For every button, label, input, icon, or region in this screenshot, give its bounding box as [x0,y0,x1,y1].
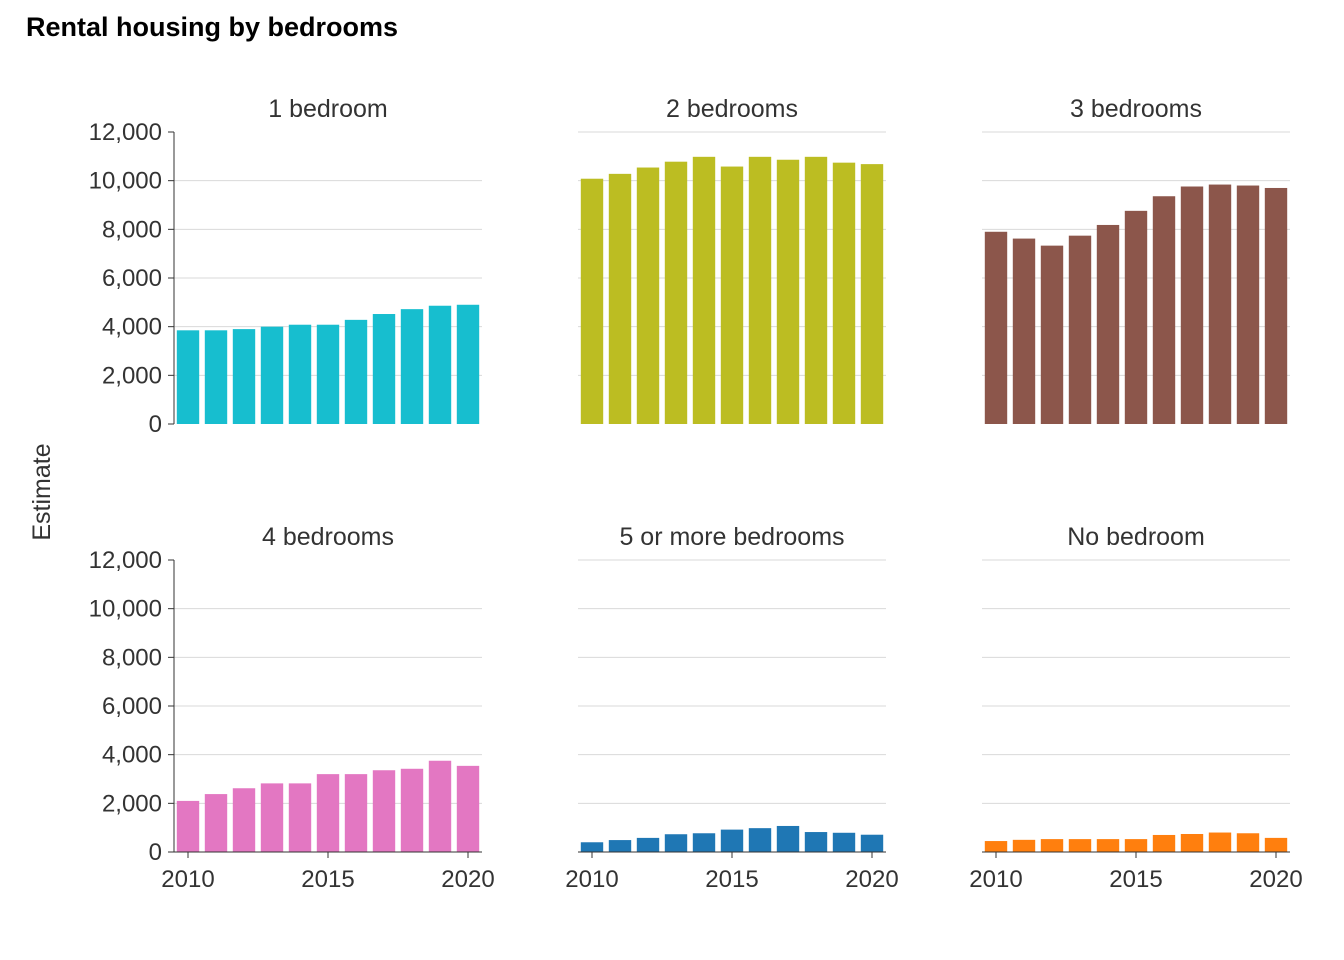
bar-2-bedrooms-2017 [776,159,800,425]
y-tick-label: 6,000 [102,693,162,720]
bar-3-bedrooms-2018 [1208,184,1232,424]
x-tick-label: 2015 [1109,866,1162,893]
x-tick-label: 2020 [441,866,494,893]
bar-4-bedrooms-2011 [204,794,228,852]
bar-5-or-more-bedrooms-2015 [720,829,744,852]
facet-label-1-bedroom: 1 bedroom [268,95,388,123]
bar-2-bedrooms-2010 [580,178,604,424]
bar-4-bedrooms-2017 [372,770,396,852]
y-tick-label: 10,000 [89,596,162,623]
bar-no-bedroom-2010 [984,841,1008,852]
x-tick-label: 2020 [845,866,898,893]
bar-no-bedroom-2015 [1124,839,1148,852]
y-tick-label: 0 [149,411,162,438]
y-tick-label: 12,000 [89,547,162,574]
y-tick-label: 10,000 [89,168,162,195]
facet-label-no-bedroom: No bedroom [1067,523,1205,551]
bar-1-bedroom-2020 [456,304,480,424]
x-tick-label: 2010 [565,866,618,893]
bar-4-bedrooms-2018 [400,768,424,852]
bar-5-or-more-bedrooms-2020 [860,834,884,852]
bar-1-bedroom-2011 [204,330,228,424]
x-tick-label: 2010 [161,866,214,893]
bar-5-or-more-bedrooms-2011 [608,840,632,852]
facet-label-4-bedrooms: 4 bedrooms [262,523,394,551]
bar-5-or-more-bedrooms-2014 [692,833,716,852]
bar-3-bedrooms-2015 [1124,210,1148,424]
bar-2-bedrooms-2018 [804,156,828,424]
y-tick-label: 6,000 [102,265,162,292]
x-tick-label: 2015 [705,866,758,893]
bar-3-bedrooms-2014 [1096,224,1120,424]
bar-2-bedrooms-2019 [832,162,856,424]
bar-4-bedrooms-2013 [260,783,284,852]
bar-3-bedrooms-2012 [1040,245,1064,424]
bar-4-bedrooms-2012 [232,788,256,852]
bar-1-bedroom-2015 [316,324,340,424]
bar-3-bedrooms-2016 [1152,196,1176,424]
bar-no-bedroom-2019 [1236,833,1260,852]
x-tick-label: 2010 [969,866,1022,893]
bar-no-bedroom-2016 [1152,834,1176,852]
bar-4-bedrooms-2020 [456,765,480,852]
bar-1-bedroom-2019 [428,305,452,424]
bar-1-bedroom-2016 [344,319,368,424]
bar-5-or-more-bedrooms-2012 [636,837,660,852]
x-tick-label: 2020 [1249,866,1302,893]
bar-3-bedrooms-2019 [1236,185,1260,424]
bar-5-or-more-bedrooms-2017 [776,825,800,852]
bar-4-bedrooms-2019 [428,760,452,852]
x-tick-label: 2015 [301,866,354,893]
bar-5-or-more-bedrooms-2019 [832,832,856,852]
bar-3-bedrooms-2010 [984,231,1008,424]
bar-2-bedrooms-2011 [608,173,632,424]
y-tick-label: 2,000 [102,790,162,817]
bar-1-bedroom-2017 [372,314,396,424]
bar-5-or-more-bedrooms-2013 [664,834,688,852]
bar-no-bedroom-2014 [1096,839,1120,852]
y-tick-label: 0 [149,839,162,866]
bar-no-bedroom-2020 [1264,837,1288,852]
bar-3-bedrooms-2013 [1068,235,1092,424]
y-tick-label: 12,000 [89,119,162,146]
facet-label-2-bedrooms: 2 bedrooms [666,95,798,123]
bar-1-bedroom-2013 [260,326,284,424]
bar-4-bedrooms-2016 [344,774,368,852]
bar-no-bedroom-2017 [1180,833,1204,852]
bar-no-bedroom-2011 [1012,839,1036,852]
bar-4-bedrooms-2015 [316,774,340,852]
bar-2-bedrooms-2020 [860,164,884,424]
bar-1-bedroom-2018 [400,309,424,424]
y-tick-label: 8,000 [102,216,162,243]
bar-3-bedrooms-2020 [1264,187,1288,424]
bar-2-bedrooms-2015 [720,166,744,424]
y-tick-label: 8,000 [102,644,162,671]
bar-no-bedroom-2013 [1068,839,1092,852]
bar-5-or-more-bedrooms-2016 [748,828,772,852]
y-tick-label: 4,000 [102,742,162,769]
bar-1-bedroom-2012 [232,329,256,424]
facet-label-3-bedrooms: 3 bedrooms [1070,95,1202,123]
bar-2-bedrooms-2013 [664,161,688,425]
bar-no-bedroom-2012 [1040,839,1064,852]
bar-2-bedrooms-2014 [692,156,716,424]
bar-5-or-more-bedrooms-2010 [580,842,604,852]
bar-3-bedrooms-2011 [1012,238,1036,424]
bar-1-bedroom-2010 [176,330,200,424]
bar-no-bedroom-2018 [1208,832,1232,852]
bar-1-bedroom-2014 [288,324,312,424]
bar-4-bedrooms-2010 [176,800,200,852]
y-axis-title: Estimate [28,443,56,540]
bar-4-bedrooms-2014 [288,783,312,852]
y-tick-label: 4,000 [102,314,162,341]
bar-3-bedrooms-2017 [1180,186,1204,424]
facet-label-5-or-more-bedrooms: 5 or more bedrooms [619,523,844,551]
bar-5-or-more-bedrooms-2018 [804,832,828,852]
bar-2-bedrooms-2012 [636,167,660,424]
chart-title: Rental housing by bedrooms [26,12,399,42]
y-tick-label: 2,000 [102,362,162,389]
bar-2-bedrooms-2016 [748,156,772,424]
